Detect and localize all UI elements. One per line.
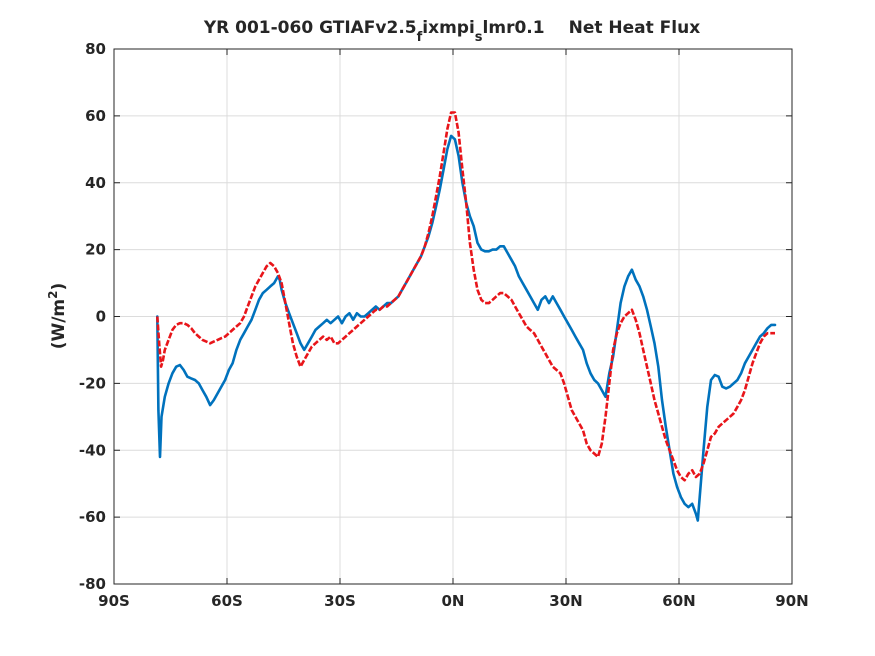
y-tick-label: 60 [85,107,106,125]
y-tick-label: 80 [85,40,106,58]
y-tick-labels: -80 -60 -40 -20 0 20 40 60 80 [79,40,106,593]
x-tick-label: 60S [211,592,243,610]
y-label-superscript: 2 [46,290,60,298]
title-mid: ixmpi [422,18,475,38]
x-tick-label: 90N [775,592,808,610]
y-tick-label: -80 [79,575,106,593]
y-tick-label: -20 [79,374,106,392]
title-sub-2: s [475,30,483,45]
x-tick-label: 90S [98,592,130,610]
y-tick-label: 0 [96,308,106,326]
series-line-red-dashed [156,111,775,482]
title-end: lmr0.1 [483,18,545,38]
x-tick-labels: 90S 60S 30S 0N 30N 60N 90N [98,592,809,610]
y-tick-label: -60 [79,508,106,526]
y-tick-label: -40 [79,441,106,459]
y-tick-label: 20 [85,241,106,259]
chart-title: YR 001-060 GTIAFv2.5fixmpislmr0.1 Net Hea… [203,18,700,45]
series-line-blue [156,134,777,522]
x-tick-label: 60N [662,592,695,610]
title-main: YR 001-060 GTIAFv2.5 [203,18,417,38]
y-label-close: ) [49,283,69,291]
title-sub-1: f [417,30,423,45]
grid-lines [114,49,792,584]
y-tick-label: 40 [85,174,106,192]
series-lines [156,111,777,522]
x-tick-label: 30N [549,592,582,610]
y-label-text: (W/m [49,299,69,349]
tick-marks [113,48,793,585]
x-tick-label: 0N [442,592,465,610]
title-right: Net Heat Flux [569,18,701,38]
y-axis-label: (W/m2) [46,283,69,350]
x-tick-label: 30S [324,592,356,610]
